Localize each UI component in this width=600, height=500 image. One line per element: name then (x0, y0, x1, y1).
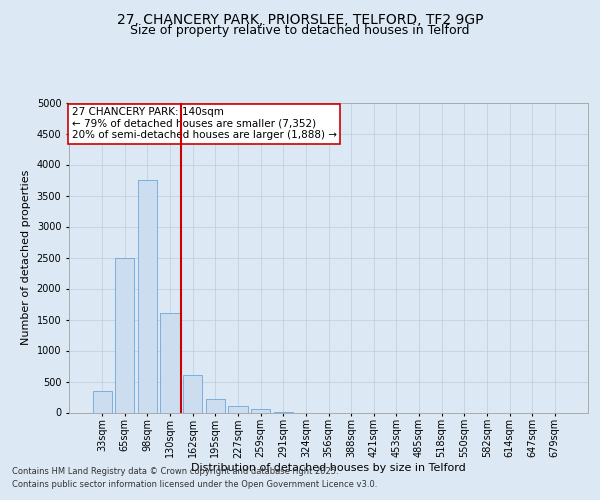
Bar (160, 314, 180, 412)
Bar (206, 400, 225, 412)
Y-axis label: Number of detached properties: Number of detached properties (21, 170, 31, 345)
Text: Size of property relative to detached houses in Telford: Size of property relative to detached ho… (130, 24, 470, 37)
Text: 27, CHANCERY PARK, PRIORSLEE, TELFORD, TF2 9GP: 27, CHANCERY PARK, PRIORSLEE, TELFORD, T… (117, 12, 483, 26)
Bar (251, 410, 270, 412)
Bar (183, 376, 202, 412)
X-axis label: Distribution of detached houses by size in Telford: Distribution of detached houses by size … (191, 463, 466, 473)
Text: 27 CHANCERY PARK: 140sqm
← 79% of detached houses are smaller (7,352)
20% of sem: 27 CHANCERY PARK: 140sqm ← 79% of detach… (71, 107, 337, 140)
Text: Contains public sector information licensed under the Open Government Licence v3: Contains public sector information licen… (12, 480, 377, 489)
Bar (229, 406, 248, 412)
Text: Contains HM Land Registry data © Crown copyright and database right 2025.: Contains HM Land Registry data © Crown c… (12, 467, 338, 476)
Bar (115, 258, 134, 412)
Bar (138, 180, 157, 412)
Bar (92, 391, 112, 412)
